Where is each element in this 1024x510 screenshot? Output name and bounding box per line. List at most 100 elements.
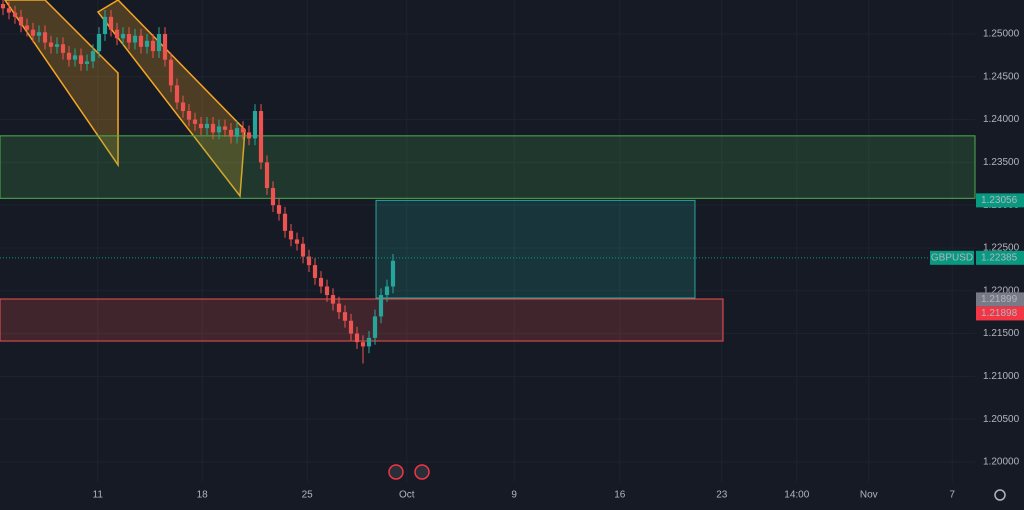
candle-body — [132, 35, 138, 43]
candle-body — [258, 111, 264, 163]
candle-body — [324, 286, 330, 296]
candle-body — [72, 55, 78, 60]
candle-body — [276, 205, 282, 214]
x-tick-label: 11 — [93, 490, 104, 501]
candle-body — [252, 111, 258, 139]
candle-body — [156, 33, 162, 52]
y-tick-label: 1.22000 — [983, 285, 1020, 296]
candle-body — [318, 277, 324, 287]
y-tick-label: 1.25000 — [983, 29, 1020, 40]
candle-body — [294, 239, 300, 244]
candle-body — [162, 33, 168, 60]
candle-body — [210, 123, 216, 133]
candle-body — [240, 128, 246, 133]
x-tick-label: Oct — [399, 490, 415, 501]
candle-body — [270, 188, 276, 206]
y-tick-label: 1.24000 — [983, 114, 1020, 125]
x-tick-label: 14:00 — [784, 490, 809, 501]
candle-body — [144, 40, 150, 47]
candle-body — [54, 44, 60, 47]
symbol-tag — [930, 250, 974, 265]
y-tick-label: 1.20500 — [983, 414, 1020, 425]
x-tick-label: Nov — [860, 490, 878, 501]
candle-body — [120, 33, 126, 39]
candle-body — [150, 40, 156, 52]
candle-body — [384, 286, 390, 296]
candle-body — [96, 33, 102, 52]
candle-body — [66, 52, 72, 60]
candle-body — [348, 320, 354, 334]
candle-body — [102, 16, 108, 34]
candle-body — [0, 4, 6, 9]
candle-body — [48, 42, 54, 47]
candle-body — [312, 265, 318, 278]
candle-body — [138, 35, 144, 47]
event-icon[interactable] — [414, 464, 430, 480]
candle-body — [264, 162, 270, 189]
y-tick-label: 1.20000 — [983, 457, 1020, 468]
candle-body — [198, 123, 204, 129]
candle-body — [78, 55, 84, 64]
candle-body — [228, 129, 234, 137]
candle-body — [30, 29, 36, 36]
candle-body — [336, 303, 342, 313]
event-icon[interactable] — [388, 464, 404, 480]
candle-body — [192, 119, 198, 124]
candle-body — [282, 213, 288, 231]
candle-body — [108, 16, 114, 30]
candle-body — [306, 256, 312, 266]
candle-body — [300, 243, 306, 257]
candle-body — [360, 342, 366, 347]
candle-body — [126, 33, 132, 43]
candle-body — [174, 85, 180, 103]
candle-body — [354, 333, 360, 343]
candle-body — [378, 295, 384, 317]
candle-body — [186, 111, 192, 120]
candle-body — [84, 61, 90, 64]
x-tick-label: 23 — [716, 490, 728, 501]
event-icons[interactable] — [388, 464, 430, 480]
candle-body — [168, 59, 174, 86]
candle-body — [342, 312, 348, 321]
settings-icon[interactable] — [994, 489, 1006, 501]
y-tick-label: 1.23500 — [983, 157, 1020, 168]
candle-body — [216, 126, 222, 133]
x-tick-label: 18 — [197, 490, 209, 501]
candle-body — [24, 25, 30, 30]
price-tag — [976, 250, 1024, 265]
x-tick-label: 16 — [614, 490, 626, 501]
zone — [0, 135, 976, 199]
candle-body — [204, 123, 210, 129]
y-tick-label: 1.21000 — [983, 371, 1020, 382]
candle-body — [390, 260, 396, 287]
price-tag-label: 1.21899 — [981, 294, 1018, 305]
price-tag — [976, 306, 1024, 321]
y-tick-label: 1.22500 — [983, 243, 1020, 254]
y-tick-label: 1.24500 — [983, 71, 1020, 82]
candle-body — [222, 126, 228, 130]
zone — [375, 199, 696, 299]
price-tag-label: 1.21898 — [981, 308, 1018, 319]
price-tag — [976, 292, 1024, 307]
price-tag — [976, 193, 1024, 208]
y-tick-label: 1.21500 — [983, 328, 1020, 339]
candle-body — [366, 337, 372, 347]
x-tick-label: 25 — [302, 490, 314, 501]
price-tag-label: 1.23056 — [981, 195, 1018, 206]
x-tick-label: 9 — [511, 490, 517, 501]
candle-body — [246, 132, 252, 139]
candle-body — [288, 230, 294, 240]
candle-body — [18, 16, 24, 26]
candle-body — [42, 32, 48, 43]
candle-body — [90, 51, 96, 62]
candle-body — [114, 29, 120, 39]
candle-body — [330, 295, 336, 304]
candle-body — [234, 128, 240, 137]
candle-body — [36, 32, 42, 36]
price-tag-label: 1.22385 — [981, 252, 1018, 263]
candle-body — [372, 316, 378, 338]
candle-body — [6, 8, 12, 13]
zone — [0, 298, 724, 342]
candle-body — [60, 44, 66, 53]
